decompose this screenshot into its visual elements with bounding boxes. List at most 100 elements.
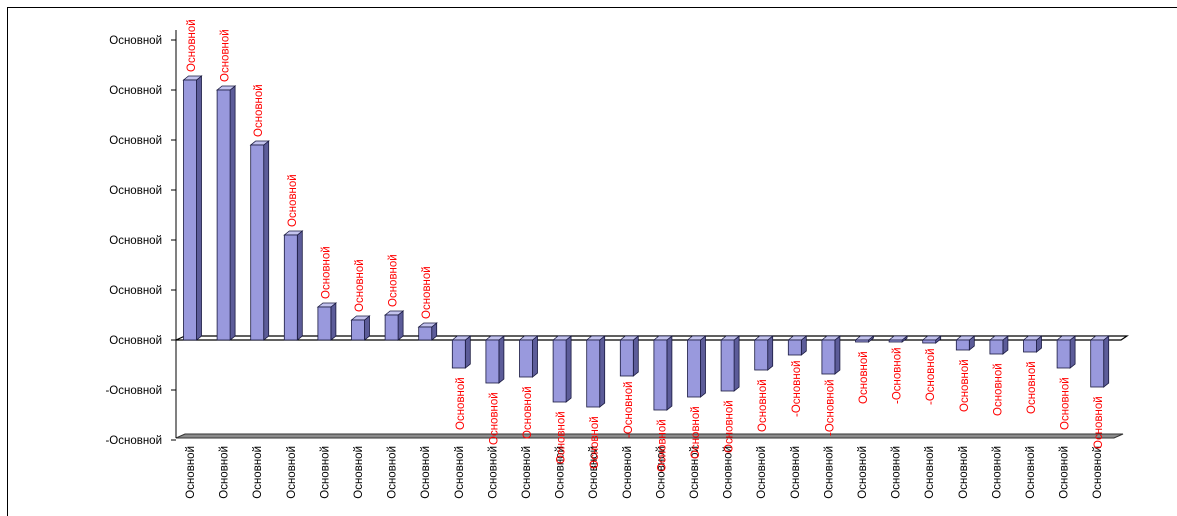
bar (484, 335, 506, 384)
bar (753, 335, 774, 371)
bar (1055, 335, 1077, 369)
x-tick-label: Основной (219, 446, 231, 499)
data-label: Основной (354, 259, 366, 312)
bar (585, 335, 606, 408)
y-tick-label: Основной (109, 135, 162, 147)
x-tick-label: Основной (958, 446, 970, 499)
bar (652, 335, 674, 411)
data-label: Основной (220, 29, 232, 82)
data-label: Основной (556, 411, 568, 464)
bar-front (384, 314, 399, 341)
data-label: -Основной (623, 381, 635, 438)
data-label: Основной (690, 406, 702, 459)
x-tick-label: Основной (1059, 446, 1071, 499)
bar-side (666, 335, 673, 411)
bar-front (519, 339, 533, 378)
bar-side (700, 335, 706, 398)
data-label: Основной (1093, 396, 1105, 449)
bar (316, 302, 338, 341)
data-label: Основной (388, 254, 400, 307)
bar-front (250, 144, 265, 341)
x-tick-label: Основной (723, 446, 735, 499)
bar (619, 335, 640, 377)
bar-side (229, 85, 236, 341)
bar-front (619, 339, 634, 377)
x-tick-label: Основной (521, 446, 533, 499)
bar-front (1023, 339, 1037, 353)
bar-front (955, 339, 970, 351)
bar-side (464, 335, 471, 369)
bar-front (586, 339, 601, 408)
data-label: -Основной (824, 379, 836, 436)
x-tick-label: Основной (588, 446, 600, 499)
data-label: Основной (421, 266, 433, 319)
bar-front (787, 339, 802, 356)
bar-front (821, 339, 836, 375)
bar-side (532, 335, 538, 378)
bar-front (418, 326, 433, 341)
bar (182, 75, 203, 341)
bar (787, 335, 808, 356)
bar-side (767, 335, 774, 371)
data-label: Основной (959, 359, 971, 412)
x-tick-label: Основной (857, 446, 869, 499)
bar-side (1103, 335, 1110, 388)
bar-side (834, 335, 841, 375)
bar-front (1056, 339, 1071, 369)
bar-front (183, 79, 197, 341)
bar-front (922, 339, 937, 344)
x-tick-label: Основной (891, 446, 903, 499)
bar-front (351, 319, 365, 341)
bar (686, 335, 707, 398)
bar-front (283, 234, 298, 341)
bar-front (552, 339, 567, 403)
y-tick-label: Основной (109, 185, 162, 197)
x-tick-label: Основной (252, 446, 264, 499)
data-label: Основной (757, 379, 769, 432)
y-tick-label: -Основной (105, 435, 162, 447)
bar (249, 140, 270, 341)
bar (350, 315, 371, 341)
data-label: Основной (522, 386, 534, 439)
bar-front (485, 339, 500, 384)
x-tick-label: Основной (319, 446, 331, 499)
data-label: Основной (1026, 361, 1038, 414)
bar (854, 335, 875, 343)
x-tick-label: Основной (823, 446, 835, 499)
x-tick-label: Основной (1092, 446, 1104, 499)
x-tick-label: Основной (756, 446, 768, 499)
data-label: Основной (186, 19, 198, 72)
bars (182, 75, 1110, 411)
x-tick-label: Основной (387, 446, 399, 499)
bar (921, 335, 942, 344)
data-label: Основной (455, 377, 467, 430)
bar-front (888, 339, 903, 343)
x-tick-label: Основной (185, 446, 197, 499)
x-tick-label: Основной (420, 446, 432, 499)
data-label: Основной (992, 363, 1004, 416)
x-tick-label: Основной (353, 446, 365, 499)
bar-side (565, 335, 572, 403)
bar (215, 85, 237, 341)
x-tick-label: Основной (655, 446, 667, 499)
y-tick-label: Основной (109, 85, 162, 97)
bar (719, 335, 741, 392)
bar-front (653, 339, 668, 411)
bar (1089, 335, 1110, 388)
data-label: -Основной (892, 347, 904, 404)
bar (1022, 335, 1043, 353)
bar (383, 310, 405, 341)
floor-plate (175, 433, 1124, 439)
bar (451, 335, 472, 369)
x-tick-label: Основной (487, 446, 499, 499)
data-label: Основной (253, 84, 265, 137)
x-tick-label: Основной (1025, 446, 1037, 499)
bar-side (1069, 335, 1076, 369)
data-labels: Основной Основной Основной Основной Основной… (186, 19, 1105, 472)
data-label: Основной (488, 392, 500, 445)
y-tick-label: Основной (109, 35, 162, 47)
bar-front (1090, 339, 1105, 388)
x-tick-label: Основной (286, 446, 298, 499)
y-tick-label: -Основной (105, 385, 162, 397)
bar (518, 335, 539, 378)
